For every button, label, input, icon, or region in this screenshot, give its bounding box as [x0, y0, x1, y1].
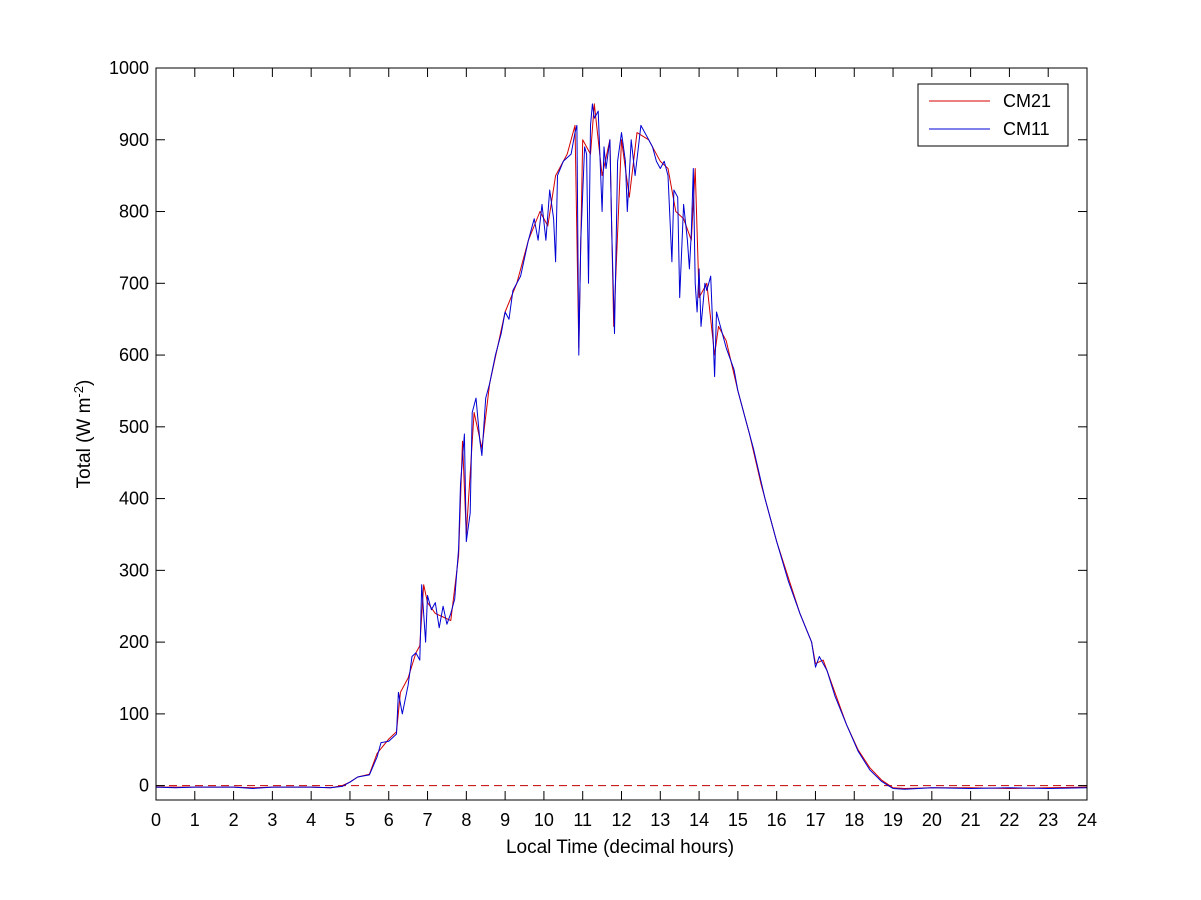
y-tick-label: 1000: [109, 58, 149, 78]
x-tick-label: 8: [461, 810, 471, 830]
x-tick-label: 20: [922, 810, 942, 830]
x-tick-label: 15: [728, 810, 748, 830]
y-axis-label-close: ): [74, 380, 95, 386]
x-tick-label: 9: [500, 810, 510, 830]
y-axis-label: Total (W m-2): [71, 380, 95, 489]
plot-background: [156, 68, 1087, 800]
x-tick-label: 6: [384, 810, 394, 830]
y-tick-label: 200: [119, 632, 149, 652]
y-tick-label: 100: [119, 704, 149, 724]
x-tick-label: 19: [883, 810, 903, 830]
y-tick-label: 900: [119, 130, 149, 150]
x-tick-label: 21: [961, 810, 981, 830]
x-tick-label: 3: [267, 810, 277, 830]
x-tick-label: 2: [229, 810, 239, 830]
y-tick-label: 300: [119, 560, 149, 580]
x-tick-label: 11: [573, 810, 592, 830]
x-tick-label: 1: [190, 810, 200, 830]
y-tick-label: 700: [119, 273, 149, 293]
legend: CM21 CM11: [917, 83, 1069, 147]
y-tick-label: 0: [139, 776, 149, 796]
y-tick-label: 400: [119, 489, 149, 509]
y-tick-label: 500: [119, 417, 149, 437]
x-axis-label: Local Time (decimal hours): [506, 837, 734, 858]
x-tick-label: 12: [611, 810, 631, 830]
y-tick-label: 600: [119, 345, 149, 365]
y-tick-labels: 0 100 200 300 400 500 600 700 800 900 1000: [109, 58, 149, 796]
x-tick-label: 13: [650, 810, 670, 830]
series-line-cm11: [155, 103, 1088, 790]
y-tick-label: 800: [119, 202, 149, 222]
x-tick-label: 18: [844, 810, 864, 830]
x-tick-label: 16: [767, 810, 787, 830]
x-tick-label: 17: [805, 810, 825, 830]
x-tick-label: 22: [999, 810, 1019, 830]
series-lines: [155, 103, 1088, 790]
x-tick-label: 4: [306, 810, 316, 830]
x-tick-label: 14: [689, 810, 709, 830]
x-tick-label: 24: [1077, 810, 1097, 830]
x-tick-label: 0: [151, 810, 161, 830]
legend-label-cm11: CM11: [1003, 119, 1050, 139]
y-axis-label-main: Total (W m: [74, 398, 95, 489]
y-axis-label-superscript: -2: [71, 386, 86, 398]
x-tick-label: 5: [345, 810, 355, 830]
legend-label-cm21: CM21: [1003, 91, 1051, 111]
legend-box: [917, 83, 1069, 147]
x-tick-label: 10: [534, 810, 554, 830]
axis-ticks: [155, 67, 1088, 800]
x-tick-label: 7: [423, 810, 433, 830]
x-tick-label: 23: [1038, 810, 1058, 830]
x-tick-labels: 0 1 2 3 4 5 6 7 8 9 10 11 12 13 14 15 16 17 18 19 20 21 22 23 24: [151, 810, 1097, 830]
